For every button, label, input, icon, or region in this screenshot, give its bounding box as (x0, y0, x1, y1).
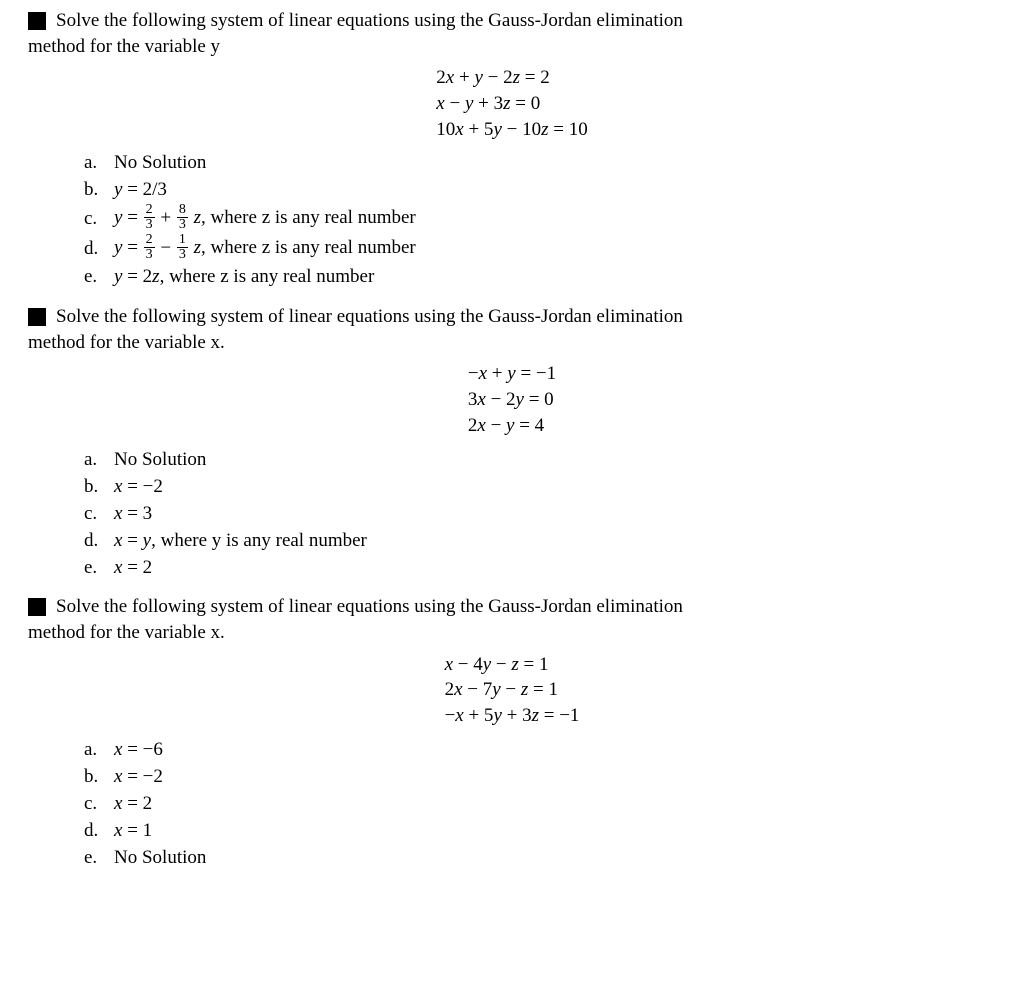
prompt-text-line1: Solve the following system of linear equ… (56, 304, 996, 330)
option-letter: b. (84, 764, 102, 790)
answer-option[interactable]: e. x = 2 (84, 554, 996, 580)
prompt-text-line2: method for the variable x. (28, 330, 996, 356)
equation-line: x − 4y − z = 1 (445, 652, 580, 678)
option-content: x = −2 (114, 764, 163, 790)
prompt-text-line1: Solve the following system of linear equ… (56, 594, 996, 620)
option-letter: c. (84, 501, 102, 527)
option-letter: a. (84, 150, 102, 176)
answer-option[interactable]: c. x = 3 (84, 500, 996, 526)
equation-block: 2x + y − 2z = 2x − y + 3z = 010x + 5y − … (28, 65, 996, 142)
prompt-text-line2: method for the variable x. (28, 620, 996, 646)
option-letter: e. (84, 264, 102, 290)
equation-block: x − 4y − z = 12x − 7y − z = 1−x + 5y + 3… (28, 652, 996, 729)
options-list: a. No Solution b. y = 2/3 c. y = 23 + 83 z, w… (84, 150, 996, 290)
equation-line: −x + 5y + 3z = −1 (445, 703, 580, 729)
equation-block: −x + y = −13x − 2y = 02x − y = 4 (28, 361, 996, 438)
problem: Solve the following system of linear equ… (28, 8, 996, 290)
equation-line: −x + y = −1 (468, 361, 556, 387)
option-content: x = −6 (114, 737, 163, 763)
answer-option[interactable]: e. y = 2z, where z is any real number (84, 264, 996, 290)
option-letter: c. (84, 791, 102, 817)
prompt-row: Solve the following system of linear equ… (28, 8, 996, 34)
option-content: No Solution (114, 447, 206, 473)
answer-option[interactable]: b. x = −2 (84, 764, 996, 790)
answer-option[interactable]: a. No Solution (84, 446, 996, 472)
equation-line: 3x − 2y = 0 (468, 387, 556, 413)
option-content: y = 23 + 83 z, where z is any real numbe… (114, 204, 416, 233)
option-letter: d. (84, 236, 102, 262)
answer-option[interactable]: d. y = 23 − 13 z, where z is any real num… (84, 234, 996, 263)
equation-line: 10x + 5y − 10z = 10 (436, 117, 587, 143)
option-content: x = 3 (114, 501, 152, 527)
answer-option[interactable]: d. x = 1 (84, 818, 996, 844)
answer-option[interactable]: b. y = 2/3 (84, 177, 996, 203)
option-letter: b. (84, 177, 102, 203)
option-content: x = 2 (114, 555, 152, 581)
answer-option[interactable]: c. x = 2 (84, 791, 996, 817)
option-letter: a. (84, 737, 102, 763)
option-content: y = 2z, where z is any real number (114, 264, 374, 290)
answer-option[interactable]: e. No Solution (84, 845, 996, 871)
options-list: a. No Solution b. x = −2 c. x = 3 d. x = y, whe… (84, 446, 996, 580)
option-content: No Solution (114, 150, 206, 176)
option-content: y = 23 − 13 z, where z is any real numbe… (114, 234, 416, 263)
equation-line: 2x − y = 4 (468, 413, 556, 439)
option-content: x = 2 (114, 791, 152, 817)
option-content: No Solution (114, 845, 206, 871)
answer-option[interactable]: a. No Solution (84, 150, 996, 176)
option-letter: a. (84, 447, 102, 473)
option-content: x = 1 (114, 818, 152, 844)
option-letter: b. (84, 474, 102, 500)
document-root: Solve the following system of linear equ… (28, 8, 996, 871)
problem: Solve the following system of linear equ… (28, 594, 996, 870)
option-content: y = 2/3 (114, 177, 167, 203)
prompt-text-line2: method for the variable y (28, 34, 996, 60)
options-list: a. x = −6 b. x = −2 c. x = 2 d. x = 1 e. No Solut… (84, 737, 996, 871)
answer-option[interactable]: c. y = 23 + 83 z, where z is any real num… (84, 204, 996, 233)
option-content: x = −2 (114, 474, 163, 500)
option-letter: c. (84, 206, 102, 232)
option-letter: e. (84, 845, 102, 871)
equation-line: 2x − 7y − z = 1 (445, 677, 580, 703)
prompt-text-line1: Solve the following system of linear equ… (56, 8, 996, 34)
answer-option[interactable]: a. x = −6 (84, 737, 996, 763)
answer-option[interactable]: b. x = −2 (84, 473, 996, 499)
option-letter: e. (84, 555, 102, 581)
prompt-row: Solve the following system of linear equ… (28, 594, 996, 620)
prompt-row: Solve the following system of linear equ… (28, 304, 996, 330)
option-letter: d. (84, 818, 102, 844)
question-marker-icon (28, 598, 46, 616)
equation-line: x − y + 3z = 0 (436, 91, 587, 117)
answer-option[interactable]: d. x = y, where y is any real number (84, 527, 996, 553)
question-marker-icon (28, 12, 46, 30)
option-content: x = y, where y is any real number (114, 528, 367, 554)
question-marker-icon (28, 308, 46, 326)
option-letter: d. (84, 528, 102, 554)
problem: Solve the following system of linear equ… (28, 304, 996, 580)
equation-line: 2x + y − 2z = 2 (436, 65, 587, 91)
